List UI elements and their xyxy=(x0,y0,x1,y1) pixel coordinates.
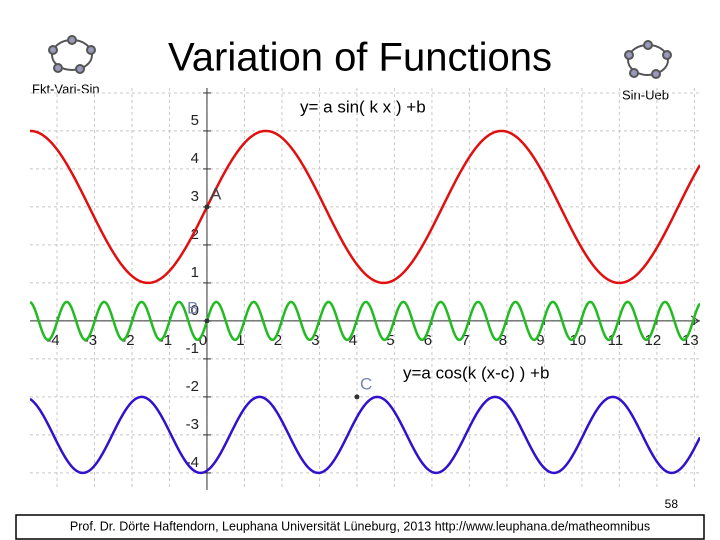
point-label: B xyxy=(187,298,198,317)
y-tick-label: 6 xyxy=(191,74,199,91)
x-tick-label: 3 xyxy=(311,332,319,349)
x-tick-label: -3 xyxy=(84,332,97,349)
y-tick-label: -2 xyxy=(186,378,199,395)
x-tick-label: 4 xyxy=(349,332,357,349)
y-tick-label: -1 xyxy=(186,340,199,357)
y-tick-label: 3 xyxy=(191,188,199,205)
y-tick-label: 5 xyxy=(191,112,199,129)
geogebra-icon-left xyxy=(48,35,96,74)
point-label: A xyxy=(210,184,222,203)
point xyxy=(204,204,210,210)
function-curve xyxy=(30,129,700,285)
formula-label: y= a sin( k x ) +b xyxy=(300,98,426,117)
footer-box xyxy=(15,514,705,540)
x-tick-label: 1 xyxy=(236,332,244,349)
right-label: Sin-Ueb xyxy=(622,87,669,102)
point xyxy=(204,318,210,324)
point xyxy=(354,394,360,400)
x-tick-label: 9 xyxy=(536,332,544,349)
x-tick-label: 7 xyxy=(461,332,469,349)
x-tick-label: -4 xyxy=(46,332,59,349)
x-tick-label: 5 xyxy=(386,332,394,349)
x-tick-label: 6 xyxy=(424,332,432,349)
x-tick-label: 8 xyxy=(499,332,507,349)
x-tick-label: 2 xyxy=(274,332,282,349)
y-tick-label: 1 xyxy=(191,264,199,281)
function-curve xyxy=(30,300,700,342)
slide-number: 58 xyxy=(665,497,679,511)
left-label: Fkt-Vari-Sin xyxy=(32,81,100,96)
x-tick-label: 0 xyxy=(199,332,207,349)
y-tick-label: 2 xyxy=(191,226,199,243)
geogebra-icon-right xyxy=(624,40,672,79)
function-curve xyxy=(30,395,700,475)
y-tick-label: -3 xyxy=(186,416,199,433)
point-label: C xyxy=(360,374,372,393)
formula-label: y=a cos(k (x-c) ) +b xyxy=(403,364,549,383)
plot: -4 -3 -2 -1 0 1 2 3 4 5 6 7 8 9 10 11 12 13-4-3-2-1012345… xyxy=(30,74,700,490)
title: Variation of Functions xyxy=(168,36,552,80)
footer: Prof. Dr. Dörte Haftendorn, Leuphana Uni… xyxy=(70,519,650,533)
x-tick-label: -2 xyxy=(121,332,134,349)
y-tick-label: 0 xyxy=(191,302,199,319)
x-tick-label: -1 xyxy=(159,332,172,349)
x-tick-label: 10 xyxy=(570,332,587,349)
y-tick-label: 4 xyxy=(191,150,199,167)
